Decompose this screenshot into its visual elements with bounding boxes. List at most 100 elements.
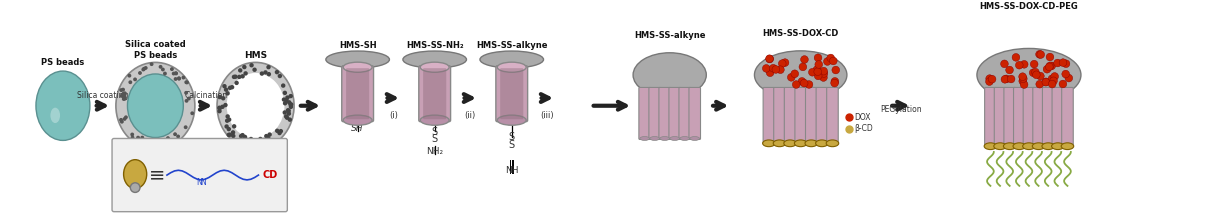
Circle shape <box>244 71 247 76</box>
Circle shape <box>1007 75 1015 83</box>
Circle shape <box>232 134 235 138</box>
Ellipse shape <box>344 115 372 125</box>
Circle shape <box>779 60 786 68</box>
Circle shape <box>781 59 789 66</box>
Circle shape <box>787 74 795 81</box>
Circle shape <box>240 133 245 137</box>
Ellipse shape <box>805 140 818 147</box>
Circle shape <box>119 118 123 122</box>
Circle shape <box>221 104 224 109</box>
Circle shape <box>766 55 773 63</box>
Ellipse shape <box>640 137 650 140</box>
Circle shape <box>1036 80 1043 88</box>
Circle shape <box>240 74 245 78</box>
Circle shape <box>824 58 831 65</box>
FancyBboxPatch shape <box>985 88 996 147</box>
Circle shape <box>228 132 232 137</box>
Circle shape <box>1036 72 1045 80</box>
Circle shape <box>190 111 194 115</box>
Circle shape <box>173 77 178 81</box>
Ellipse shape <box>826 140 839 147</box>
Circle shape <box>769 64 777 72</box>
Circle shape <box>122 92 126 96</box>
Circle shape <box>177 135 180 138</box>
FancyBboxPatch shape <box>795 88 807 144</box>
Circle shape <box>801 56 808 63</box>
Circle shape <box>138 71 141 75</box>
Circle shape <box>792 81 800 88</box>
Circle shape <box>122 97 126 101</box>
Text: S: S <box>508 132 514 142</box>
Circle shape <box>1031 68 1040 76</box>
Circle shape <box>1046 62 1054 70</box>
Ellipse shape <box>344 62 372 72</box>
Circle shape <box>172 72 176 75</box>
Circle shape <box>243 135 247 139</box>
FancyBboxPatch shape <box>774 88 785 144</box>
Circle shape <box>187 97 190 100</box>
Text: HMS-SS-DOX-CD: HMS-SS-DOX-CD <box>763 29 839 38</box>
Circle shape <box>279 129 283 133</box>
Circle shape <box>128 74 132 78</box>
Ellipse shape <box>1003 143 1015 150</box>
Circle shape <box>224 88 228 92</box>
Circle shape <box>119 120 124 124</box>
Circle shape <box>169 67 174 71</box>
Ellipse shape <box>217 62 294 149</box>
Circle shape <box>130 136 134 140</box>
Circle shape <box>1012 54 1020 61</box>
Circle shape <box>286 111 291 116</box>
Ellipse shape <box>993 143 1007 150</box>
Circle shape <box>791 70 798 78</box>
Circle shape <box>260 71 265 76</box>
Circle shape <box>278 74 282 78</box>
Circle shape <box>182 76 185 80</box>
Circle shape <box>227 117 232 122</box>
Circle shape <box>137 136 140 140</box>
Text: Silica coated
PS beads: Silica coated PS beads <box>126 40 185 60</box>
Ellipse shape <box>690 137 700 140</box>
Text: ≡: ≡ <box>149 166 166 185</box>
Circle shape <box>221 96 226 100</box>
Circle shape <box>144 138 147 142</box>
Ellipse shape <box>1023 143 1035 150</box>
Circle shape <box>766 55 774 63</box>
Circle shape <box>767 69 774 77</box>
FancyBboxPatch shape <box>689 88 701 140</box>
Circle shape <box>288 117 293 122</box>
Text: NH₂: NH₂ <box>427 147 444 156</box>
Ellipse shape <box>1062 143 1074 150</box>
Circle shape <box>144 66 147 70</box>
Ellipse shape <box>50 108 60 123</box>
Circle shape <box>177 77 180 81</box>
Circle shape <box>1059 80 1067 88</box>
Circle shape <box>283 110 286 115</box>
Circle shape <box>119 88 123 92</box>
Circle shape <box>1020 60 1028 68</box>
Circle shape <box>222 84 227 88</box>
Text: N: N <box>196 178 201 187</box>
Circle shape <box>289 105 293 109</box>
Circle shape <box>217 106 222 110</box>
FancyBboxPatch shape <box>1023 88 1035 147</box>
Circle shape <box>226 114 230 119</box>
Ellipse shape <box>763 140 775 147</box>
Circle shape <box>144 143 147 146</box>
Ellipse shape <box>659 137 669 140</box>
Circle shape <box>1019 73 1026 81</box>
Circle shape <box>217 106 222 111</box>
Text: Silica coating: Silica coating <box>77 91 128 100</box>
Circle shape <box>830 79 839 87</box>
Circle shape <box>798 78 806 85</box>
FancyBboxPatch shape <box>639 88 651 140</box>
Circle shape <box>831 78 839 85</box>
Circle shape <box>826 54 835 62</box>
Circle shape <box>122 94 127 98</box>
Text: HMS-SS-alkyne: HMS-SS-alkyne <box>475 41 547 50</box>
Circle shape <box>226 118 229 123</box>
Circle shape <box>1001 75 1009 83</box>
Circle shape <box>986 78 993 85</box>
Circle shape <box>829 57 837 65</box>
Ellipse shape <box>1032 143 1045 150</box>
Circle shape <box>1062 70 1069 78</box>
